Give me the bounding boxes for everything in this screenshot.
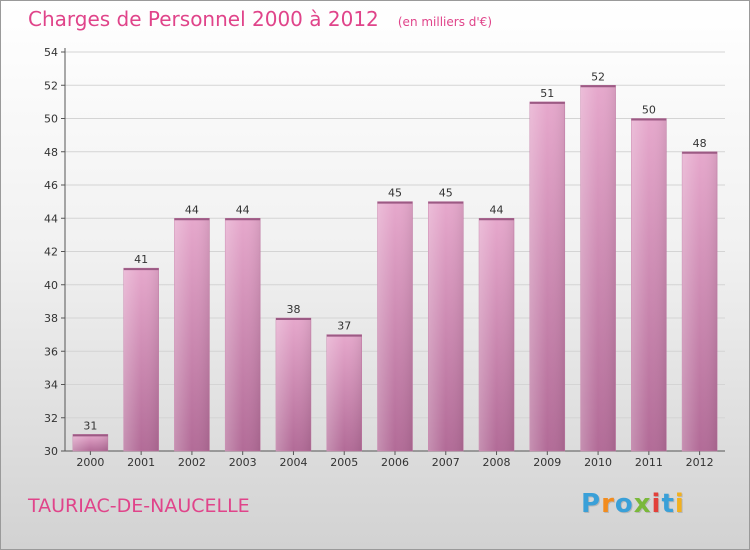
bar-highlight <box>580 85 616 451</box>
logo-letter: i <box>651 489 662 519</box>
y-tick-label: 48 <box>44 146 58 159</box>
value-label: 38 <box>286 303 300 316</box>
logo-letter: P <box>581 489 602 519</box>
value-label: 45 <box>439 187 453 200</box>
tick-labels: 30 32 34 36 38 40 42 44 46 48 50 52 54 2000 2001 2002 20… <box>44 46 714 469</box>
value-label: 44 <box>185 203 199 216</box>
logo-letter: i <box>674 489 685 519</box>
value-label: 44 <box>490 203 504 216</box>
value-label: 51 <box>540 87 554 100</box>
x-tick-label: 2009 <box>533 456 561 469</box>
y-tick-label: 32 <box>44 412 58 425</box>
bar-highlight <box>123 268 159 451</box>
proxiti-logo[interactable]: Proxiti <box>581 489 685 519</box>
value-label: 31 <box>83 419 97 432</box>
bar-highlight <box>428 201 464 451</box>
x-tick-label: 2007 <box>432 456 460 469</box>
bar-highlight <box>326 334 362 451</box>
bar-top-edge <box>428 201 464 204</box>
x-tick-label: 2006 <box>381 456 409 469</box>
value-labels: 31 41 44 44 38 37 45 45 44 51 52 50 48 <box>83 70 706 432</box>
y-tick-label: 46 <box>44 179 58 192</box>
logo-letter: x <box>633 489 652 519</box>
logo-letter: r <box>601 489 615 519</box>
x-tick-label: 2012 <box>686 456 714 469</box>
y-tick-label: 44 <box>44 212 58 225</box>
bar-top-edge <box>580 85 616 88</box>
bar-highlight <box>275 318 311 451</box>
bar-top-edge <box>529 101 565 104</box>
bar-top-edge <box>631 118 667 121</box>
logo-letter: o <box>614 489 634 519</box>
bar-highlight <box>631 118 667 451</box>
bars <box>72 85 718 452</box>
y-tick-label: 30 <box>44 445 58 458</box>
x-tick-label: 2002 <box>178 456 206 469</box>
title-block: Charges de Personnel 2000 à 2012 (en mil… <box>28 7 492 31</box>
y-tick-label: 36 <box>44 345 58 358</box>
bar-highlight <box>72 434 108 451</box>
bar-highlight <box>377 201 413 451</box>
bar-top-edge <box>225 218 261 221</box>
x-tick-label: 2004 <box>279 456 307 469</box>
y-tick-label: 38 <box>44 312 58 325</box>
bar-top-edge <box>275 318 311 320</box>
x-tick-label: 2010 <box>584 456 612 469</box>
bar-highlight <box>225 218 261 451</box>
value-label: 41 <box>134 253 148 266</box>
x-tick-label: 2008 <box>483 456 511 469</box>
value-label: 48 <box>693 137 707 150</box>
value-label: 37 <box>337 320 351 333</box>
value-label: 52 <box>591 70 605 83</box>
bar-top-edge <box>72 434 108 437</box>
y-tick-label: 50 <box>44 113 58 126</box>
bar-top-edge <box>326 334 362 337</box>
bar-highlight <box>174 218 210 451</box>
y-tick-label: 40 <box>44 279 58 292</box>
bar-highlight <box>682 151 718 451</box>
y-tick-label: 34 <box>44 379 58 392</box>
bar-top-edge <box>123 268 159 271</box>
bar-top-edge <box>479 218 515 221</box>
chart-title: Charges de Personnel 2000 à 2012 <box>28 7 379 31</box>
chart-subtitle: (en milliers d'€) <box>397 15 492 29</box>
x-tick-label: 2001 <box>127 456 155 469</box>
bar-top-edge <box>174 218 210 221</box>
bar-highlight <box>529 101 565 451</box>
commune-name: TAURIAC-DE-NAUCELLE <box>28 495 250 517</box>
logo-letter: t <box>661 489 675 519</box>
y-tick-label: 52 <box>44 79 58 92</box>
y-tick-label: 42 <box>44 246 58 259</box>
x-tick-label: 2000 <box>76 456 104 469</box>
x-tick-label: 2005 <box>330 456 358 469</box>
value-label: 44 <box>236 203 250 216</box>
y-tick-label: 54 <box>44 46 58 59</box>
x-tick-label: 2011 <box>635 456 663 469</box>
x-tick-label: 2003 <box>229 456 257 469</box>
bar-highlight <box>479 218 515 451</box>
value-label: 45 <box>388 187 402 200</box>
bar-top-edge <box>682 151 718 154</box>
value-label: 50 <box>642 104 656 117</box>
bar-top-edge <box>377 201 413 204</box>
